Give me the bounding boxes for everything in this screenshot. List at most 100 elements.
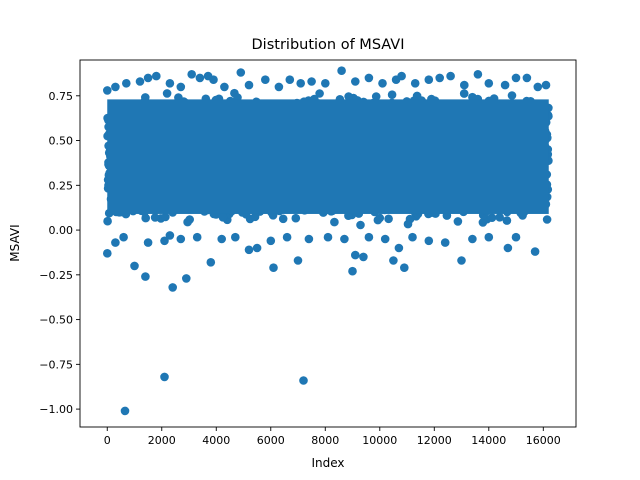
y-tick-label: −0.50 [39,314,73,327]
data-point [103,216,112,226]
data-point [446,71,455,81]
data-point [502,216,512,225]
data-point [424,236,434,246]
data-point [168,283,177,292]
data-point [337,66,346,75]
data-point [453,217,463,226]
y-tick-label: −1.00 [39,403,73,416]
plot-frame [79,59,577,428]
y-axis-ticks: −1.00 −0.75 −0.50 −0.25 0.00 0.25 0.50 0.75 [39,90,80,416]
y-axis-label: MSAVI [8,224,22,261]
data-point [468,234,477,244]
data-point [143,73,153,83]
data-point [183,217,192,227]
data-point [244,245,254,255]
data-point [533,82,543,92]
data-point [209,75,218,84]
data-point [236,68,246,77]
data-point [351,77,360,86]
data-point [143,238,153,247]
data-point [321,79,330,88]
data-point [484,232,494,242]
data-point [500,80,510,90]
data-point [150,213,160,222]
data-point [261,75,270,84]
data-point [141,213,150,223]
data-point [187,70,196,79]
data-point [130,261,139,271]
data-point [364,232,374,242]
data-points [103,66,553,416]
data-point [111,238,120,247]
data-point [278,214,288,224]
data-point [135,77,145,86]
data-point [165,231,175,240]
data-point [340,234,349,244]
data-point [348,266,357,276]
data-point [440,238,450,247]
data-point [371,92,381,101]
data-point [293,256,303,265]
data-point [103,249,112,258]
data-point [304,234,314,244]
data-point [161,212,170,222]
data-point [103,86,112,95]
data-point [403,219,413,229]
data-point [296,79,306,88]
data-point [182,274,191,283]
data-point [542,215,552,224]
data-point [217,234,226,244]
data-point [120,406,130,416]
x-axis-label: Index [311,456,344,470]
data-point [323,232,333,242]
data-point [511,232,521,242]
y-tick-label: 0.00 [49,224,74,237]
chart-title: Distribution of MSAVI [252,37,405,53]
data-point [218,213,228,222]
x-tick-label: 16000 [526,434,561,447]
data-point [378,79,387,88]
data-point [380,234,390,244]
data-point [356,220,365,230]
data-point [291,213,301,223]
data-point [457,256,466,265]
data-point [282,232,292,242]
data-point [351,250,360,260]
data-point [408,232,417,242]
x-tick-label: 8000 [311,434,339,447]
data-point [507,91,517,100]
data-point [473,70,483,79]
data-point [285,75,295,84]
data-point [269,263,278,273]
data-point [373,215,383,225]
data-point [460,80,469,90]
data-point [176,82,186,92]
data-point [266,236,276,246]
x-tick-label: 4000 [202,434,230,447]
data-point [299,376,308,385]
y-tick-label: −0.75 [39,358,73,371]
x-tick-label: 12000 [417,434,452,447]
data-point [315,89,324,98]
data-point [522,73,532,83]
data-point [162,89,172,98]
data-point [359,252,368,262]
y-tick-label: −0.25 [39,269,73,282]
data-point [424,75,434,84]
data-point [394,243,404,253]
data-point [330,217,339,227]
data-point [141,272,150,281]
data-point [160,372,169,382]
data-point [484,79,494,88]
data-point [307,77,316,86]
data-point [364,73,374,83]
data-point [165,79,175,88]
data-point [387,90,397,99]
data-point [400,263,409,273]
data-point [119,232,128,242]
data-point [195,73,205,83]
data-point [397,71,406,81]
data-point [231,232,240,242]
data-point [503,243,513,253]
